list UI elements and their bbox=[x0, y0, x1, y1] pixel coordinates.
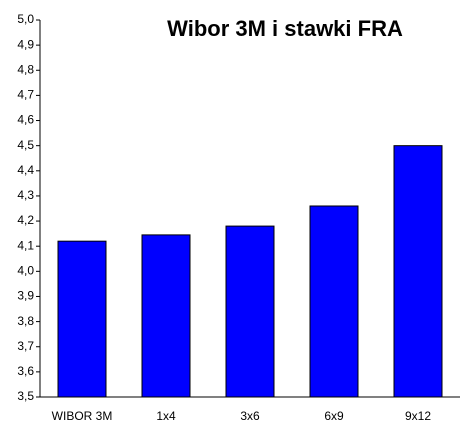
y-tick-label: 3,7 bbox=[17, 339, 34, 353]
y-tick-label: 4,3 bbox=[17, 188, 34, 202]
y-tick-label: 3,8 bbox=[17, 314, 34, 328]
x-tick-label: 6x9 bbox=[324, 409, 344, 423]
chart-title: Wibor 3M i stawki FRA bbox=[167, 16, 403, 41]
bar bbox=[57, 240, 107, 398]
y-tick-label: 5,0 bbox=[17, 12, 34, 26]
x-tick-label: 9x12 bbox=[405, 409, 431, 423]
bar bbox=[393, 145, 443, 398]
y-tick-label: 4,5 bbox=[17, 138, 34, 152]
y-tick-label: 4,1 bbox=[17, 238, 34, 252]
y-tick-label: 3,6 bbox=[17, 364, 34, 378]
x-tick-label: 1x4 bbox=[156, 409, 176, 423]
y-tick-label: 4,7 bbox=[17, 88, 34, 102]
y-tick-label: 3,5 bbox=[17, 389, 34, 403]
bar bbox=[225, 225, 275, 398]
x-tick-label: WIBOR 3M bbox=[52, 409, 113, 423]
y-tick-label: 4,2 bbox=[17, 213, 34, 227]
y-tick-label: 3,9 bbox=[17, 289, 34, 303]
bar bbox=[141, 234, 191, 398]
x-tick-label: 3x6 bbox=[240, 409, 260, 423]
y-tick-label: 4,8 bbox=[17, 62, 34, 76]
y-tick-label: 4,4 bbox=[17, 163, 34, 177]
bar bbox=[309, 205, 359, 398]
y-tick-label: 4,9 bbox=[17, 37, 34, 51]
y-tick-label: 4,6 bbox=[17, 113, 34, 127]
y-tick-label: 4,0 bbox=[17, 264, 34, 278]
